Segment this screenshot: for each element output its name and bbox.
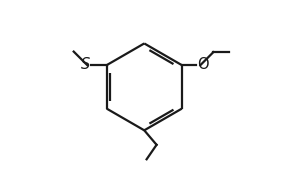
- Text: S: S: [81, 57, 90, 72]
- Text: O: O: [197, 57, 209, 72]
